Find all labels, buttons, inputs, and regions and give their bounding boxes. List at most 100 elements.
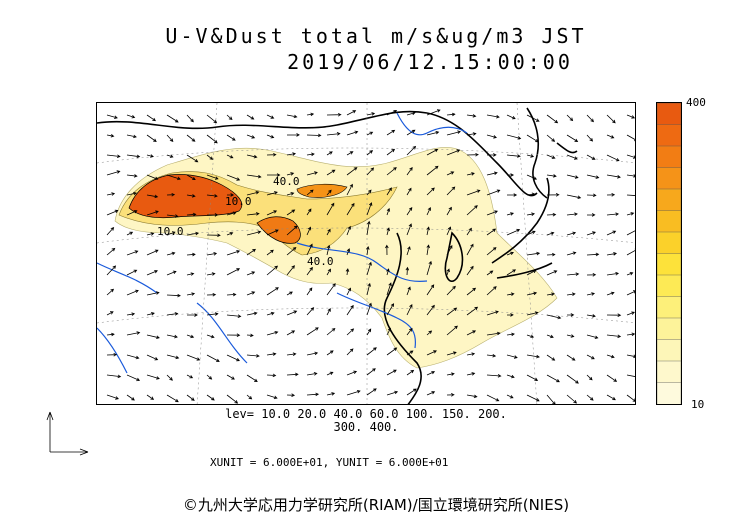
wind-arrow xyxy=(166,334,178,339)
wind-arrow xyxy=(626,374,635,377)
wind-arrow xyxy=(546,134,556,142)
wind-arrow xyxy=(606,394,616,401)
color-scale-step xyxy=(656,124,682,147)
wind-arrow xyxy=(366,245,370,256)
wind-arrow xyxy=(326,202,335,216)
wind-arrow xyxy=(386,282,392,296)
wind-arrow xyxy=(326,132,341,136)
wind-arrow xyxy=(386,369,397,376)
wind-arrow xyxy=(546,193,560,197)
wind-arrow xyxy=(106,352,118,357)
wind-arrow xyxy=(126,174,138,178)
wind-arrow xyxy=(486,153,497,157)
wind-arrow xyxy=(246,291,256,296)
wind-arrow xyxy=(486,331,501,336)
color-scale-bar xyxy=(656,102,682,405)
wind-arrow xyxy=(446,372,455,376)
wind-arrow xyxy=(146,114,157,122)
wind-arrow xyxy=(486,286,497,296)
wind-arrow xyxy=(226,250,241,256)
wind-arrow xyxy=(526,114,540,122)
wind-arrow xyxy=(206,252,218,256)
wind-arrow xyxy=(606,374,618,382)
wind-arrow xyxy=(366,368,376,376)
wind-arrow xyxy=(286,152,297,156)
wind-arrow xyxy=(626,394,635,402)
wind-arrow xyxy=(206,354,220,362)
wind-arrow xyxy=(266,265,279,276)
wind-arrow xyxy=(426,187,435,196)
wind-arrow xyxy=(606,114,616,124)
wind-arrow xyxy=(226,211,237,216)
wind-arrow xyxy=(226,354,240,362)
wind-arrow xyxy=(586,354,595,360)
wind-arrow xyxy=(226,114,233,121)
wind-arrow xyxy=(186,174,196,180)
wind-arrow xyxy=(306,372,318,376)
wind-arrow xyxy=(346,151,354,156)
wind-arrow xyxy=(466,205,478,216)
wind-arrow xyxy=(466,227,472,236)
wind-arrow xyxy=(586,231,596,236)
wind-arrow xyxy=(526,270,537,276)
wind-arrow xyxy=(146,270,158,276)
wind-arrow xyxy=(346,328,355,336)
wind-arrow xyxy=(186,231,200,236)
color-scale-step xyxy=(656,210,682,233)
color-scale-steps xyxy=(656,102,682,405)
wind-arrow xyxy=(566,292,576,297)
wind-arrow xyxy=(346,370,358,376)
wind-arrow xyxy=(366,347,377,356)
wind-arrow xyxy=(507,193,518,197)
wind-arrow xyxy=(146,394,155,400)
wind-arrow xyxy=(306,351,319,356)
wind-arrow xyxy=(406,129,416,136)
wind-arrow xyxy=(466,172,475,176)
wind-arrow xyxy=(546,174,557,178)
wind-arrow xyxy=(366,220,371,236)
wind-arrow xyxy=(186,154,199,163)
wind-arrow xyxy=(246,134,256,139)
wind-arrow xyxy=(306,287,313,296)
wind-arrow xyxy=(586,273,597,277)
wind-arrow xyxy=(506,228,521,236)
wind-arrow xyxy=(266,152,277,157)
wind-arrow xyxy=(566,272,580,276)
wind-arrow xyxy=(186,334,195,339)
wind-arrow xyxy=(385,244,389,256)
wind-arrow xyxy=(306,133,322,138)
wind-arrow xyxy=(366,302,372,316)
wind-arrow xyxy=(106,209,119,216)
wind-arrow xyxy=(446,206,452,216)
wind-arrow xyxy=(146,174,159,180)
wind-arrow xyxy=(486,134,498,139)
wind-arrow xyxy=(286,330,296,336)
wind-arrow xyxy=(586,252,600,257)
wind-arrow xyxy=(426,350,437,356)
wind-arrow xyxy=(506,134,522,140)
color-scale-step xyxy=(656,231,682,255)
wind-arrow xyxy=(406,145,417,156)
wind-arrow xyxy=(286,352,297,357)
wind-arrow xyxy=(246,114,255,120)
wind-arrow xyxy=(306,171,318,176)
color-scale-step xyxy=(656,274,682,298)
wind-arrow xyxy=(106,288,115,296)
wind-arrow xyxy=(506,212,515,216)
wind-arrow xyxy=(586,213,596,217)
wind-arrow xyxy=(166,192,176,197)
wind-arrow xyxy=(426,165,439,176)
wind-arrow xyxy=(406,207,413,216)
wind-arrow xyxy=(386,207,391,216)
wind-arrow xyxy=(446,351,457,356)
wind-arrow xyxy=(146,374,160,380)
wind-arrow xyxy=(626,114,635,119)
wind-arrow xyxy=(406,350,414,356)
wind-arrow xyxy=(606,271,620,276)
wind-arrow xyxy=(146,354,159,361)
coastlines xyxy=(97,107,578,404)
wind-arrow xyxy=(146,210,159,216)
wind-arrow xyxy=(326,151,333,156)
wind-arrow xyxy=(346,183,353,196)
wind-arrow xyxy=(186,354,201,361)
